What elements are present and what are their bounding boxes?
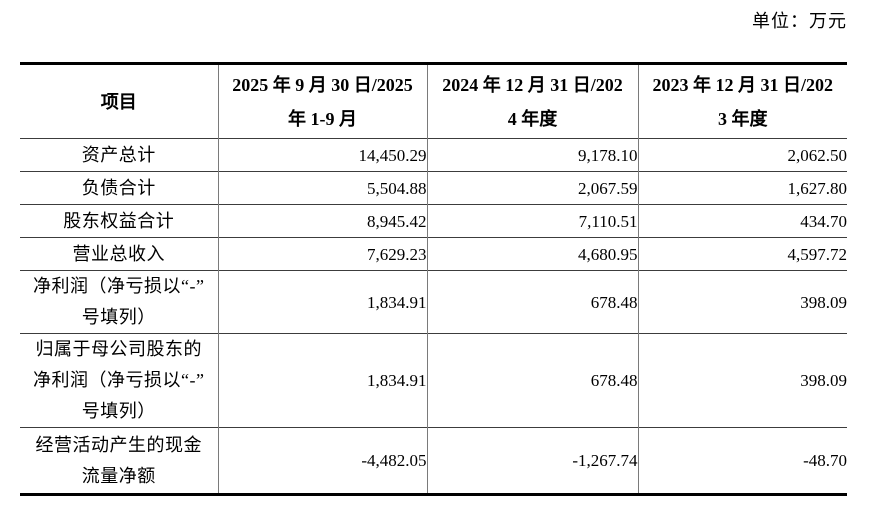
cell-value: -48.70 [637,427,847,495]
cell-value: 5,504.88 [217,171,427,205]
row-label: 股东权益合计 [63,210,175,231]
cell-value: 7,110.51 [426,204,638,238]
column-header-2025-period: 2025 年 9 月 30 日/2025 年 1-9 月 [217,63,427,139]
column-header-item: 项目 [100,91,137,112]
column-header-2024-period: 2024 年 12 月 31 日/202 4 年度 [426,63,638,139]
row-label: 营业总收入 [72,243,165,264]
cell-value: 4,680.95 [426,237,638,271]
table-row-total-assets: 资产总计 14,450.29 9,178.10 2,062.50 [20,138,847,172]
cell-value: 678.48 [426,333,638,428]
row-label: 经营活动产生的现金 流量净额 [35,434,202,486]
cell-value: 7,629.23 [217,237,427,271]
cell-value: 1,834.91 [217,333,427,428]
table-row-operating-cash-flow: 经营活动产生的现金 流量净额 -4,482.05 -1,267.74 -48.7… [20,427,847,495]
cell-value: 9,178.10 [426,138,638,172]
row-label: 负债合计 [81,177,156,198]
row-label: 资产总计 [81,144,156,165]
table-row-total-revenue: 营业总收入 7,629.23 4,680.95 4,597.72 [20,237,847,271]
unit-label: 单位：万元 [752,11,847,31]
column-header-2023-period: 2023 年 12 月 31 日/202 3 年度 [637,63,847,139]
row-label: 净利润（净亏损以“-” 号填列） [33,276,205,327]
cell-value: 14,450.29 [217,138,427,172]
cell-value: 434.70 [637,204,847,238]
financial-summary-table: 项目 2025 年 9 月 30 日/2025 年 1-9 月 2024 年 1… [20,62,847,496]
cell-value: 8,945.42 [217,204,427,238]
cell-value: 1,627.80 [637,171,847,205]
cell-value: 398.09 [637,270,847,334]
cell-value: 4,597.72 [637,237,847,271]
cell-value: -1,267.74 [426,427,638,495]
cell-value: -4,482.05 [217,427,427,495]
cell-value: 1,834.91 [217,270,427,334]
table-row-total-equity: 股东权益合计 8,945.42 7,110.51 434.70 [20,204,847,238]
cell-value: 2,062.50 [637,138,847,172]
table-row-net-profit-parent: 归属于母公司股东的 净利润（净亏损以“-” 号填列） 1,834.91 678.… [20,333,847,428]
cell-value: 398.09 [637,333,847,428]
header-row: 项目 2025 年 9 月 30 日/2025 年 1-9 月 2024 年 1… [20,63,847,139]
row-label: 归属于母公司股东的 净利润（净亏损以“-” 号填列） [33,339,205,421]
cell-value: 678.48 [426,270,638,334]
table-row-net-profit: 净利润（净亏损以“-” 号填列） 1,834.91 678.48 398.09 [20,270,847,334]
table-row-total-liabilities: 负债合计 5,504.88 2,067.59 1,627.80 [20,171,847,205]
cell-value: 2,067.59 [426,171,638,205]
